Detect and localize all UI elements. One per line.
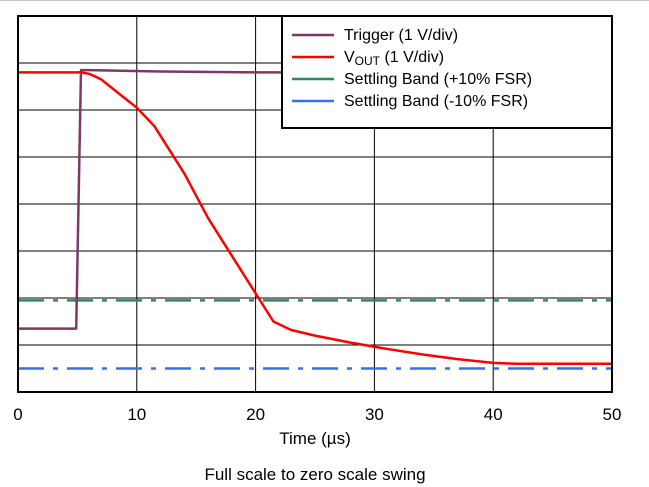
chart-caption: Full scale to zero scale swing	[204, 465, 425, 484]
legend-label-3: Settling Band (-10% FSR)	[344, 93, 528, 110]
x-tick-label: 50	[603, 405, 622, 424]
legend-box	[281, 15, 613, 129]
x-tick-label: 40	[484, 405, 503, 424]
legend-label-2: Settling Band (+10% FSR)	[344, 71, 532, 88]
x-tick-labels: 0 10 20 30 40 50	[13, 405, 621, 424]
x-tick-label: 0	[13, 405, 22, 424]
series-line-1	[18, 71, 612, 366]
legend-label-1: VOUT (1 V/div)	[344, 49, 444, 68]
x-tick-label: 30	[365, 405, 384, 424]
x-tick-label: 10	[127, 405, 146, 424]
legend-label-0: Trigger (1 V/div)	[344, 27, 458, 44]
top-border-line	[0, 0, 649, 1]
series-layer	[18, 68, 612, 370]
x-tick-label: 20	[246, 405, 265, 424]
legend: Trigger (1 V/div) VOUT (1 V/div) Settling …	[281, 15, 613, 129]
x-axis-label: Time (µs)	[279, 429, 351, 448]
